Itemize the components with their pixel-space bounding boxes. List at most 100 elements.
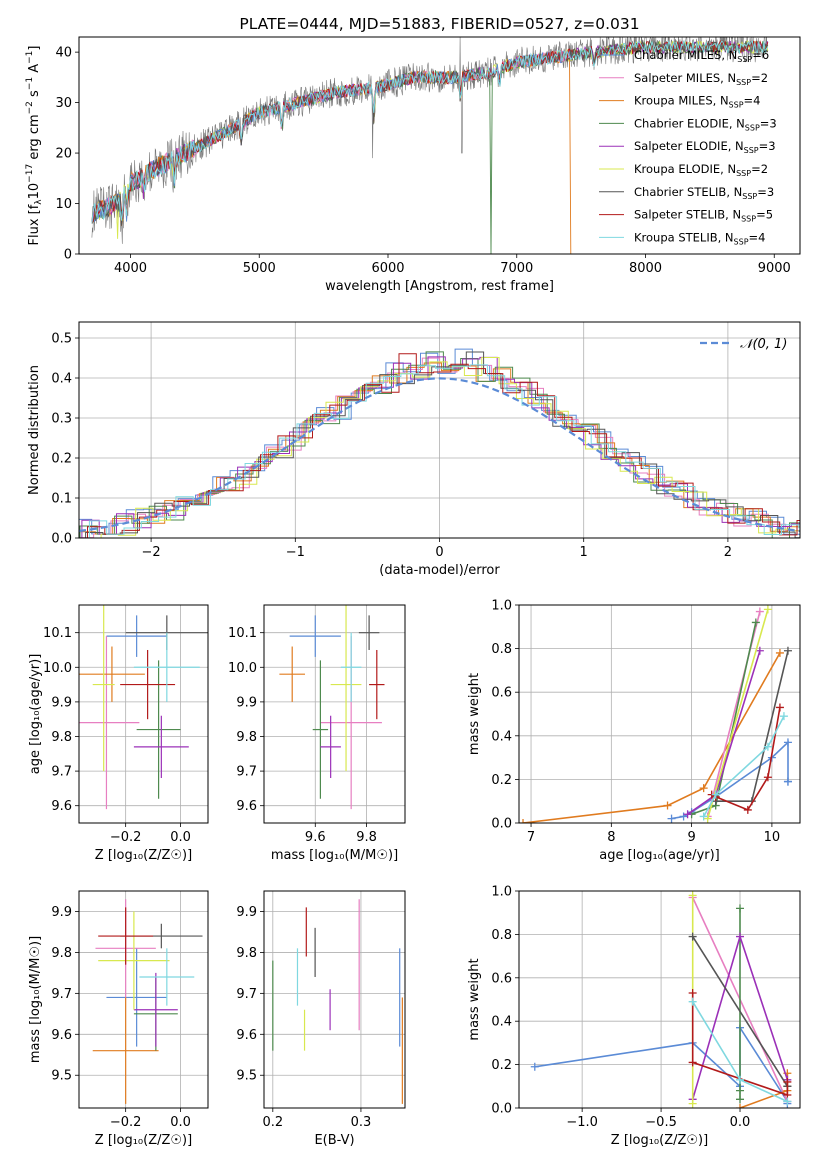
series-marker	[688, 932, 697, 941]
series-marker	[699, 784, 708, 793]
tick-label-y: 0.4	[51, 372, 72, 387]
tick-label-y: 10	[55, 197, 72, 212]
tick-label-y: 9.5	[236, 1069, 257, 1084]
series-marker	[519, 819, 528, 823]
legend-label: Salpeter STELIB, NSSP=5	[634, 208, 773, 224]
legend-n: =2	[751, 162, 768, 176]
y-axis-label-part: −2	[25, 101, 35, 114]
series-marker	[736, 904, 745, 913]
tick-label-y: 1.0	[491, 599, 512, 614]
series-marker	[755, 646, 764, 655]
tick-label-y: 9.7	[236, 987, 257, 1002]
legend-sub: SSP	[737, 55, 752, 64]
y-axis-label: mass [log₁₀(M/M☉)]	[28, 936, 43, 1063]
series-marker	[783, 777, 792, 786]
series-marker	[783, 1077, 792, 1086]
legend-sub: SSP	[745, 123, 760, 132]
series-marker	[688, 1099, 697, 1108]
legend-label: Kroupa ELODIE, NSSP=2	[634, 162, 768, 178]
legend-n: =4	[744, 94, 761, 108]
tick-label-x: 2	[724, 545, 732, 560]
tick-label-x: 0.3	[351, 1115, 372, 1130]
legend-label: Chabrier STELIB, NSSP=3	[634, 185, 774, 201]
series-marker	[775, 648, 784, 657]
histogram-chabrier_stelib	[79, 351, 800, 538]
x-axis-label: age [log₁₀(age/yr)]	[599, 848, 720, 863]
y-axis-label-part: ]	[27, 46, 42, 51]
series-marker	[703, 814, 712, 823]
legend-sub: SSP	[729, 101, 744, 110]
series-marker	[736, 1095, 745, 1104]
x-axis-label: mass [log₁₀(M/M☉)]	[271, 848, 398, 863]
tick-label-x: 4000	[114, 261, 147, 276]
series-marker	[530, 1062, 539, 1071]
series-marker	[688, 891, 697, 900]
plot-area	[279, 605, 385, 810]
y-axis-label-part: erg cm	[27, 114, 42, 163]
series-marker	[667, 814, 676, 823]
legend-label: Chabrier ELODIE, NSSP=3	[634, 116, 777, 132]
legend-n: =4	[749, 230, 766, 244]
series-marker	[736, 1075, 745, 1084]
tick-label-y: 0.8	[491, 928, 512, 943]
grid	[264, 605, 405, 823]
tick-label-x: 9000	[758, 261, 791, 276]
legend-n: =3	[760, 116, 777, 130]
tick-label-y: 0	[64, 248, 72, 263]
y-axis-label: mass weight	[467, 673, 482, 755]
series-marker	[663, 801, 672, 810]
tick-label-y: 0.3	[51, 412, 72, 427]
axes-frame	[518, 604, 801, 824]
tick-label-y: 9.9	[51, 695, 72, 710]
series-marker	[736, 1086, 745, 1095]
legend-sub: SSP	[742, 192, 757, 201]
tick-label-y: 0.0	[51, 532, 72, 547]
tick-label-y: 9.6	[236, 799, 257, 814]
legend-sub: SSP	[736, 169, 751, 178]
series-marker	[688, 988, 697, 997]
y-axis-label-part: Flux [f	[27, 204, 42, 245]
tick-label-y: 1.0	[491, 885, 512, 900]
tick-label-x: 0.2	[262, 1115, 283, 1130]
tick-label-y: 9.6	[236, 1028, 257, 1043]
y-axis-label: Flux [fλ10−17 erg cm−2 s−1 A−1]	[25, 46, 44, 246]
tick-label-y: 9.9	[236, 695, 257, 710]
model-spectrum-salpeter_miles	[91, 49, 572, 224]
axes-frame	[78, 36, 801, 255]
y-axis-label-part: s	[27, 90, 42, 101]
tick-label-x: 0.0	[170, 830, 191, 845]
tick-label-x: 0.0	[730, 1115, 751, 1130]
tick-label-y: 9.6	[51, 1028, 72, 1043]
series-line	[691, 622, 757, 816]
plot-area	[530, 891, 792, 1108]
y-axis-label-part: −17	[25, 164, 35, 183]
tick-label-y: 9.7	[236, 765, 257, 780]
normal-curve	[79, 377, 800, 533]
tick-label-x: −2	[142, 545, 161, 560]
tick-label-x: 10	[764, 830, 781, 845]
tick-label-y: 9.8	[51, 730, 72, 745]
histogram-kroupa_elodie	[79, 357, 800, 538]
legend: 𝒩(0, 1)	[700, 337, 787, 352]
legend-label: 𝒩(0, 1)	[740, 337, 787, 352]
tick-label-y: 0.5	[51, 332, 72, 347]
tick-label-y: 9.8	[51, 946, 72, 961]
axes-frame	[263, 890, 406, 1109]
tick-label-y: 9.7	[51, 765, 72, 780]
tick-label-y: 9.8	[236, 946, 257, 961]
axes-frame	[263, 604, 406, 824]
legend-text: Kroupa MILES, N	[634, 94, 729, 108]
grid	[264, 891, 405, 1108]
tick-label-y: 0.2	[51, 452, 72, 467]
series-line	[692, 936, 789, 1087]
tick-label-y: 20	[55, 147, 72, 162]
legend-n: =3	[757, 185, 774, 199]
tick-label-x: 5000	[243, 261, 276, 276]
x-axis-label: Z [log₁₀(Z/Z☉)]	[611, 1133, 708, 1148]
tick-label-y: 0.2	[491, 773, 512, 788]
legend-text: Kroupa ELODIE, N	[634, 162, 736, 176]
tick-label-x: 8	[607, 830, 615, 845]
y-axis-label-part: λ	[34, 199, 44, 205]
tick-label-y: 40	[55, 46, 72, 61]
tick-label-y: 0.1	[51, 492, 72, 507]
